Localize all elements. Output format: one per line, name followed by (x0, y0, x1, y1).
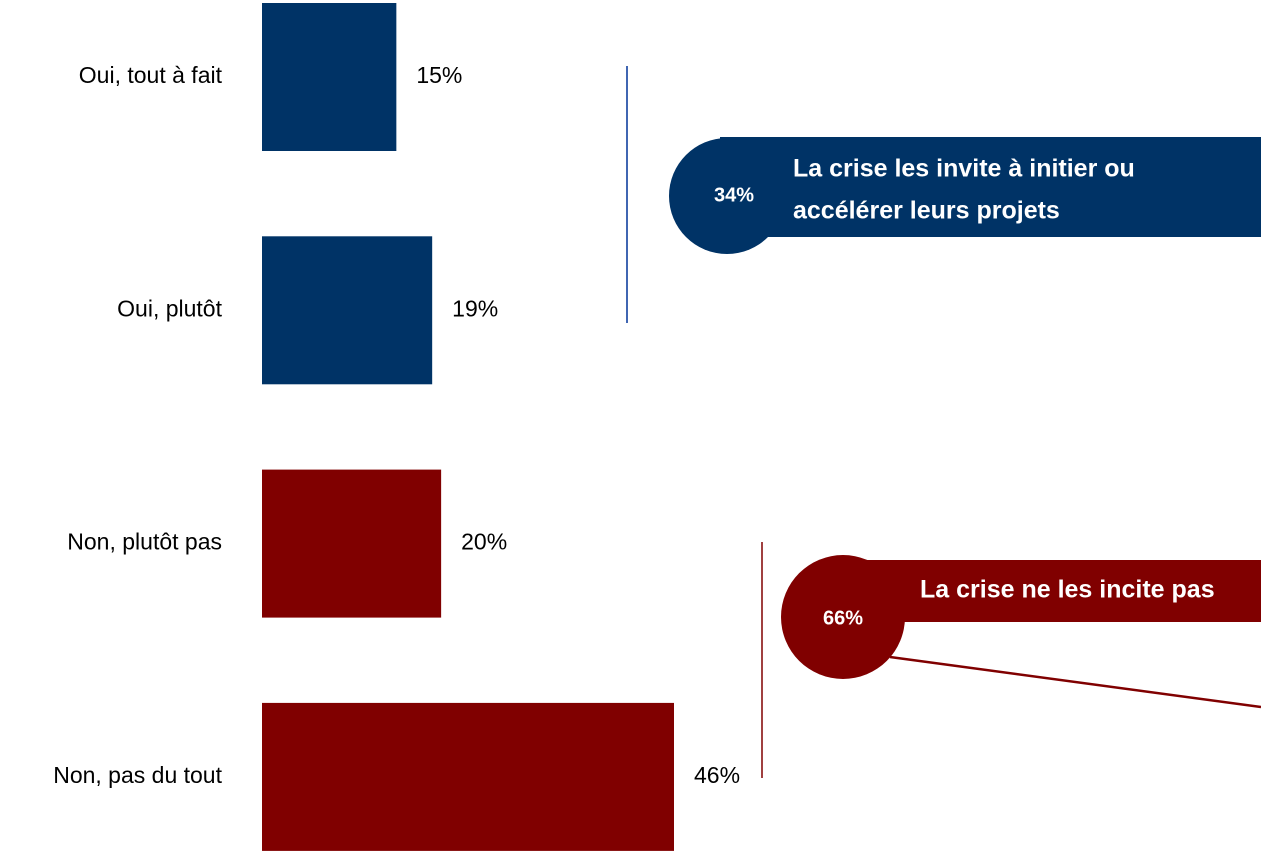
category-label: Oui, tout à fait (79, 62, 223, 88)
value-label: 46% (694, 762, 740, 788)
value-label: 15% (416, 62, 462, 88)
callout-percent: 34% (714, 184, 754, 206)
bar (262, 469, 442, 618)
bar (262, 236, 433, 385)
value-label: 20% (461, 529, 507, 555)
value-label: 19% (452, 295, 498, 321)
category-label: Non, plutôt pas (67, 529, 222, 555)
category-label: Non, pas du tout (53, 762, 222, 788)
callout-text: La crise les invite à initier ou (793, 155, 1135, 183)
callout-band (720, 137, 1261, 237)
callout-text: accélérer leurs projets (793, 197, 1060, 225)
callout-band (840, 560, 1261, 622)
callout-percent: 66% (823, 607, 863, 629)
bar (262, 3, 397, 151)
category-label: Oui, plutôt (117, 295, 222, 321)
bar (262, 702, 674, 851)
callout-text: La crise ne les incite pas (920, 576, 1215, 604)
connector (889, 655, 1261, 709)
